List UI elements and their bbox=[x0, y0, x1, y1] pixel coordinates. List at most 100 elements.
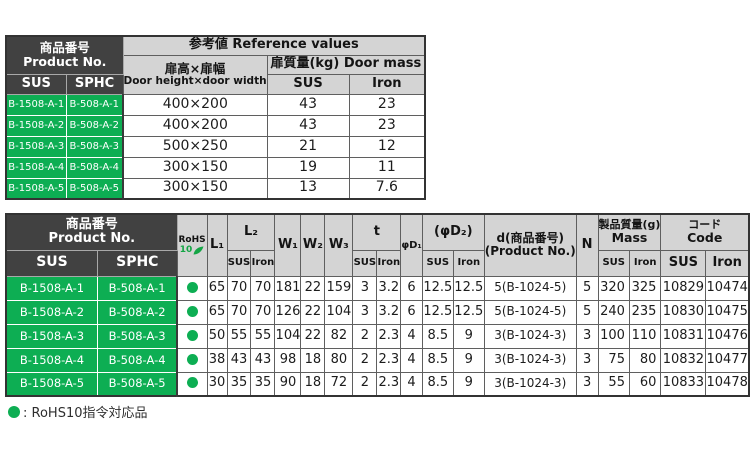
cell-code-sus: 10829 bbox=[660, 275, 707, 301]
cell-product-sus: B-1508-A-3 bbox=[5, 135, 67, 158]
product-no-ja-label: 商品番号 bbox=[39, 40, 90, 56]
col-header-t: t bbox=[352, 213, 402, 251]
cell-w3: 72 bbox=[324, 371, 354, 397]
cell-n: 3 bbox=[575, 323, 599, 349]
cell-d2-sus: 8.5 bbox=[421, 371, 454, 397]
cell-product-sus: B-1508-A-1 bbox=[5, 275, 98, 301]
rohs-footnote: : RoHS10指令対応品 bbox=[8, 402, 147, 421]
col-header-l1: L₁ bbox=[206, 213, 228, 277]
cell-d2-iron: 12.5 bbox=[452, 299, 485, 325]
cell-w3: 80 bbox=[324, 347, 354, 373]
cell-mass-iron: 325 bbox=[628, 275, 662, 301]
rohs-leaf-icon bbox=[193, 246, 204, 255]
cell-l2-sus: 55 bbox=[226, 323, 252, 349]
cell-code-sus: 10832 bbox=[660, 347, 707, 373]
table-row: B-1508-A-3 B-508-A-3 500×250 21 12 bbox=[5, 135, 426, 158]
cell-t-iron: 2.3 bbox=[376, 371, 402, 397]
table-row: B-1508-A-2 B-508-A-2 400×200 43 23 bbox=[5, 114, 426, 137]
cell-n: 5 bbox=[575, 299, 599, 325]
cell-product-sphc: B-508-A-1 bbox=[65, 93, 124, 116]
cell-l1: 50 bbox=[206, 323, 228, 349]
spec-table: 商品番号 Product No. RoHS 10 L₁ L₂ W₁ W₂ W bbox=[5, 213, 750, 397]
cell-t-iron: 2.3 bbox=[376, 347, 402, 373]
mass-ja-label: 製品質量(g) bbox=[598, 218, 661, 232]
table-row: B-1508-A-1 B-508-A-1 65 70 70 181 22 159… bbox=[5, 275, 750, 301]
cell-mass-sus: 13 bbox=[266, 177, 350, 200]
cell-product-sus: B-1508-A-2 bbox=[5, 299, 98, 325]
cell-mass-sus: 43 bbox=[266, 114, 350, 137]
cell-product-sus: B-1508-A-3 bbox=[5, 323, 98, 349]
cell-code-sus: 10831 bbox=[660, 323, 707, 349]
rohs-dot-icon bbox=[186, 377, 198, 389]
cell-w3: 82 bbox=[324, 323, 354, 349]
product-no-ja-label: 商品番号 bbox=[65, 216, 118, 232]
cell-mass-sus: 55 bbox=[597, 371, 630, 397]
cell-mass-sus: 240 bbox=[597, 299, 630, 325]
col-header-product-no: 商品番号 Product No. bbox=[5, 35, 124, 75]
cell-l2-iron: 70 bbox=[250, 299, 276, 325]
cell-mass-sus: 19 bbox=[266, 156, 350, 179]
cell-d2-iron: 9 bbox=[452, 323, 485, 349]
table-row: B-1508-A-2 B-508-A-2 65 70 70 126 22 104… bbox=[5, 299, 750, 325]
table-row: B-1508-A-5 B-508-A-5 30 35 35 90 18 72 2… bbox=[5, 371, 750, 397]
cell-w2: 22 bbox=[300, 323, 326, 349]
rohs-dot-icon bbox=[186, 305, 198, 317]
cell-t-iron: 3.2 bbox=[376, 275, 402, 301]
rohs-dot-icon bbox=[186, 329, 198, 341]
cell-w1: 90 bbox=[274, 371, 302, 397]
col-header-reference-values: 参考値 Reference values bbox=[122, 35, 426, 56]
cell-l2-sus: 35 bbox=[226, 371, 252, 397]
cell-l2-sus: 70 bbox=[226, 275, 252, 301]
cell-l2-iron: 55 bbox=[250, 323, 276, 349]
cell-code-iron: 10474 bbox=[705, 275, 750, 301]
cell-rohs bbox=[176, 323, 208, 349]
rohs-10-label: 10 bbox=[179, 245, 193, 256]
cell-mass-iron: 7.6 bbox=[348, 177, 426, 200]
door-size-en-label: Door height×door width bbox=[123, 74, 267, 87]
cell-product-sphc: B-508-A-3 bbox=[97, 323, 178, 349]
cell-mass-iron: 23 bbox=[348, 114, 426, 137]
cell-w3: 159 bbox=[324, 275, 354, 301]
cell-mass-iron: 80 bbox=[628, 347, 662, 373]
mass-en-label: Mass bbox=[611, 230, 648, 246]
subheader-code-iron: Iron bbox=[705, 249, 750, 277]
cell-code-iron: 10477 bbox=[705, 347, 750, 373]
cell-l1: 38 bbox=[206, 347, 228, 373]
subheader-mass-iron: Iron bbox=[628, 249, 662, 277]
col-header-w2: W₂ bbox=[300, 213, 326, 277]
cell-mass-sus: 75 bbox=[597, 347, 630, 373]
d-product-ja-label: d(商品番号) bbox=[496, 230, 565, 245]
cell-mass-iron: 235 bbox=[628, 299, 662, 325]
cell-w2: 18 bbox=[300, 347, 326, 373]
cell-l2-sus: 43 bbox=[226, 347, 252, 373]
col-header-mass: 製品質量(g) Mass bbox=[597, 213, 662, 251]
col-header-phi-d2: (φD₂) bbox=[421, 213, 485, 251]
col-header-l2: L₂ bbox=[226, 213, 276, 251]
subheader-l2-iron: Iron bbox=[250, 249, 276, 277]
cell-product-sphc: B-508-A-4 bbox=[65, 156, 124, 179]
col-header-d-product-no: d(商品番号) (Product No.) bbox=[483, 213, 577, 277]
col-header-sphc: SPHC bbox=[65, 73, 124, 95]
cell-d1: 4 bbox=[400, 371, 423, 397]
cell-mass-sus: 320 bbox=[597, 275, 630, 301]
cell-code-iron: 10478 bbox=[705, 371, 750, 397]
cell-l2-sus: 70 bbox=[226, 299, 252, 325]
cell-d-product-no: 5(B-1024-5) bbox=[483, 275, 577, 301]
table-row: B-1508-A-4 B-508-A-4 38 43 43 98 18 80 2… bbox=[5, 347, 750, 373]
cell-rohs bbox=[176, 299, 208, 325]
cell-w1: 98 bbox=[274, 347, 302, 373]
cell-l2-iron: 70 bbox=[250, 275, 276, 301]
reference-values-table: 商品番号 Product No. 参考値 Reference values 扉高… bbox=[5, 35, 427, 200]
cell-d-product-no: 3(B-1024-3) bbox=[483, 371, 577, 397]
col-header-sphc: SPHC bbox=[97, 249, 178, 277]
door-size-ja-label: 扉高×扉幅 bbox=[164, 60, 226, 76]
table-row: B-1508-A-4 B-508-A-4 300×150 19 11 bbox=[5, 156, 426, 179]
col-header-rohs: RoHS 10 bbox=[176, 213, 208, 277]
cell-w1: 126 bbox=[274, 299, 302, 325]
rohs-dot-icon bbox=[186, 353, 198, 365]
rohs-footnote-text: : RoHS10指令対応品 bbox=[23, 406, 148, 421]
cell-t-iron: 2.3 bbox=[376, 323, 402, 349]
col-header-door-size: 扉高×扉幅 Door height×door width bbox=[122, 54, 268, 95]
code-en-label: Code bbox=[687, 230, 723, 246]
